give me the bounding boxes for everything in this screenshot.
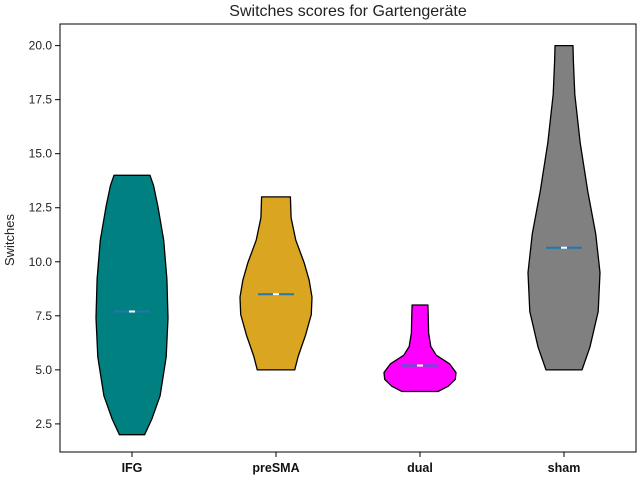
- median-group: [114, 246, 582, 367]
- violin-presma: [239, 196, 313, 371]
- violin-dual: [383, 304, 457, 393]
- y-tick-label: 15.0: [29, 147, 53, 161]
- chart-title: Switches scores for Gartengeräte: [229, 3, 467, 20]
- x-axis-ticks: IFG preSMA dual sham: [122, 452, 581, 475]
- y-tick-label: 20.0: [29, 39, 53, 53]
- y-tick-label: 7.5: [35, 309, 52, 323]
- y-tick-label: 2.5: [35, 417, 52, 431]
- violin-sham: [527, 44, 601, 371]
- y-axis-label: Switches: [2, 213, 17, 266]
- y-tick-label: 12.5: [29, 201, 53, 215]
- plot-area-frame: [59, 23, 637, 453]
- violin-ifg: [95, 174, 169, 436]
- y-tick-label: 17.5: [29, 93, 53, 107]
- x-tick-label-ifg: IFG: [122, 461, 143, 475]
- x-tick-label-dual: dual: [407, 461, 433, 475]
- violin-group: [95, 44, 601, 436]
- y-tick-label: 10.0: [29, 255, 53, 269]
- y-axis-ticks: 2.5 5.0 7.5 10.0 12.5 15.0 17.5 20.0: [29, 39, 60, 431]
- x-tick-label-sham: sham: [548, 461, 581, 475]
- y-tick-label: 5.0: [35, 363, 52, 377]
- x-tick-label-presma: preSMA: [252, 461, 299, 475]
